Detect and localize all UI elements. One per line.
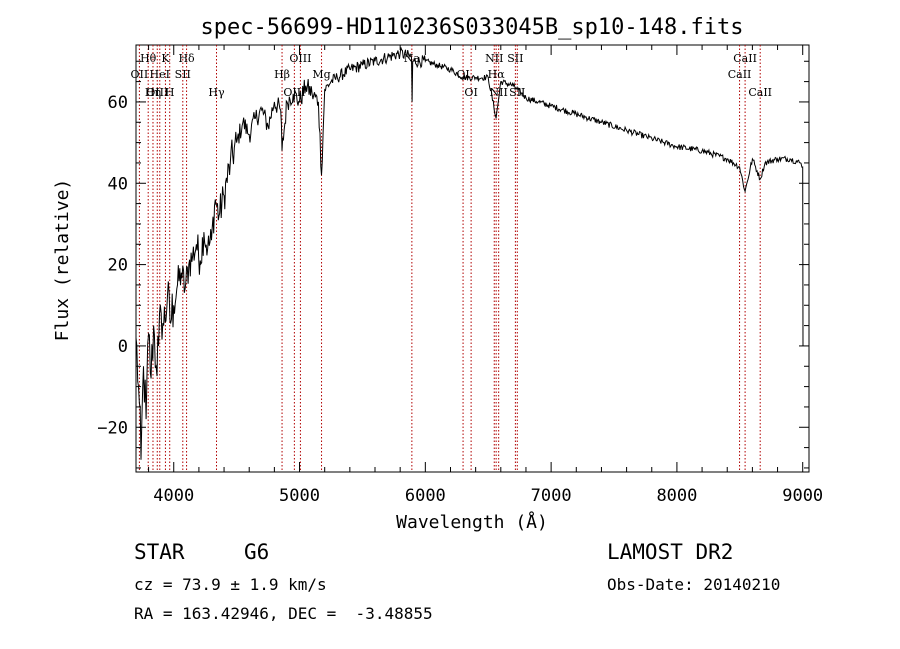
plot-frame <box>135 44 810 473</box>
y-tick-label: −20 <box>97 418 128 438</box>
x-tick-label: 8000 <box>656 486 697 506</box>
y-tick-label: 60 <box>108 93 128 113</box>
axes: 4000 5000 6000 7000 8000 9000 −20 0 20 40 60 <box>97 45 823 506</box>
y-tick-label: 0 <box>118 337 128 357</box>
spectral-line-label: NII <box>485 52 503 65</box>
spectral-line-label: Hγ <box>208 86 225 99</box>
y-tick-label: 20 <box>108 256 128 276</box>
spectral-line-label: CaII <box>733 52 757 65</box>
x-tick-label: 7000 <box>531 486 572 506</box>
x-tick-label: 4000 <box>153 486 194 506</box>
spectral-line-label: CaII <box>728 68 752 81</box>
spectral-line-label: SII <box>507 52 523 65</box>
spectral-line-label: OII <box>131 68 149 81</box>
spectral-line-label: OIII <box>146 86 168 99</box>
flux-series-line <box>135 47 804 460</box>
x-axis-label: Wavelength (Å) <box>396 511 548 533</box>
spectral-line-label: Mg <box>312 68 330 81</box>
coordinates-text: RA = 163.42946, DEC = -3.48855 <box>134 604 433 623</box>
spectral-line-label: NII <box>490 86 508 99</box>
x-tick-label: 5000 <box>279 486 320 506</box>
spectral-line-markers <box>138 45 761 472</box>
spectral-line-label: Hθ <box>140 52 157 65</box>
spectral-line-label: OI <box>464 86 477 99</box>
spectral-line-label: OIII <box>289 52 311 65</box>
spectral-line-label: SII <box>175 68 191 81</box>
y-axis-label: Flux (relative) <box>52 179 73 342</box>
redshift-text: cz = 73.9 ± 1.9 km/s <box>134 575 327 594</box>
spectral-line-label: HeI <box>150 68 170 81</box>
chart-title: spec-56699-HD110236S033045B_sp10-148.fit… <box>200 15 743 40</box>
spectral-line-label: Hα <box>488 68 506 81</box>
spectral-line-label: K <box>161 52 170 65</box>
object-subclass: G6 <box>244 540 270 564</box>
x-tick-label: 6000 <box>405 486 446 506</box>
survey-name: LAMOST DR2 <box>607 540 734 564</box>
spectral-line-label: H <box>165 86 175 99</box>
spectral-line-label: Hη <box>145 86 161 99</box>
x-tick-label: 9000 <box>782 486 823 506</box>
y-tick-label: 40 <box>108 174 128 194</box>
spectral-line-label: CaII <box>748 86 772 99</box>
obs-date-text: Obs-Date: 20140210 <box>607 575 781 594</box>
object-class: STAR <box>134 540 185 564</box>
spectral-line-label: Hδ <box>178 52 195 65</box>
spectral-line-label: SII <box>509 86 525 99</box>
spectral-line-label: Hβ <box>274 68 290 81</box>
spectral-line-label: Na <box>404 52 421 65</box>
